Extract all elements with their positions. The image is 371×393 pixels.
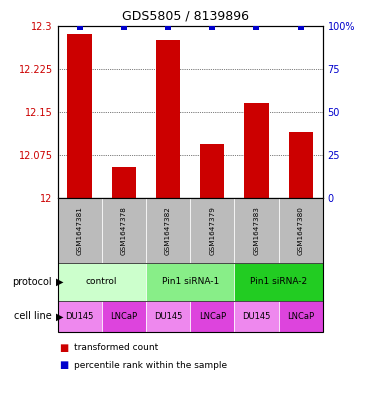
Text: GSM1647383: GSM1647383 — [253, 206, 259, 255]
Bar — [156, 40, 180, 198]
Bar — [68, 34, 92, 198]
Text: ■: ■ — [59, 360, 69, 371]
Bar — [289, 132, 313, 198]
Text: protocol: protocol — [12, 277, 52, 287]
Text: DU145: DU145 — [242, 312, 270, 321]
Bar — [244, 103, 269, 198]
Text: ▶: ▶ — [56, 277, 63, 287]
Text: ▶: ▶ — [56, 311, 63, 321]
Text: DU145: DU145 — [154, 312, 182, 321]
Text: GSM1647379: GSM1647379 — [209, 206, 215, 255]
Text: LNCaP: LNCaP — [110, 312, 137, 321]
Text: cell line: cell line — [14, 311, 52, 321]
Text: transformed count: transformed count — [74, 343, 158, 352]
Text: GSM1647378: GSM1647378 — [121, 206, 127, 255]
Text: Pin1 siRNA-1: Pin1 siRNA-1 — [161, 277, 219, 286]
Text: LNCaP: LNCaP — [199, 312, 226, 321]
Text: GSM1647381: GSM1647381 — [76, 206, 83, 255]
Text: GDS5805 / 8139896: GDS5805 / 8139896 — [122, 10, 249, 23]
Text: control: control — [86, 277, 118, 286]
Text: ■: ■ — [59, 343, 69, 353]
Bar — [200, 144, 224, 198]
Text: DU145: DU145 — [65, 312, 94, 321]
Text: percentile rank within the sample: percentile rank within the sample — [74, 361, 227, 370]
Text: Pin1 siRNA-2: Pin1 siRNA-2 — [250, 277, 307, 286]
Text: LNCaP: LNCaP — [287, 312, 314, 321]
Text: GSM1647382: GSM1647382 — [165, 206, 171, 255]
Text: GSM1647380: GSM1647380 — [298, 206, 304, 255]
Bar — [112, 167, 136, 198]
